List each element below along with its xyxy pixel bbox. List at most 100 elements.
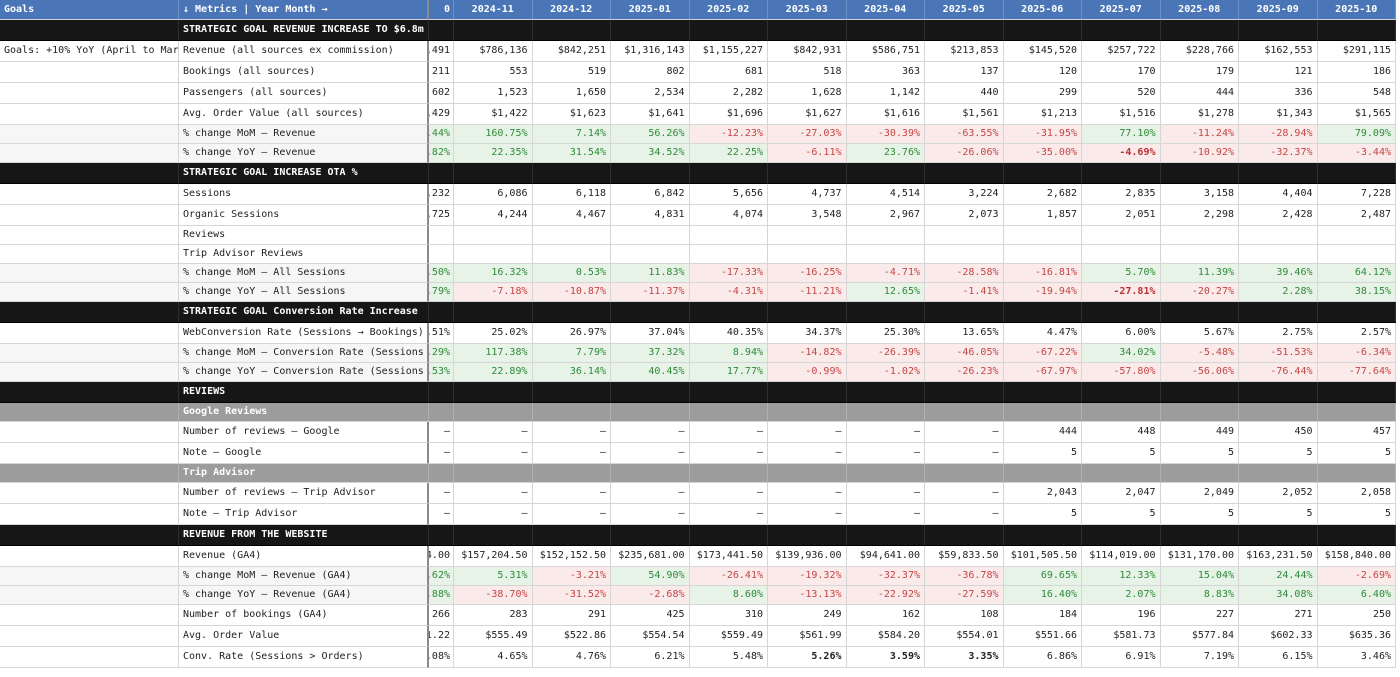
goal-cell[interactable] (0, 301, 179, 323)
goal-cell[interactable] (0, 61, 179, 83)
value-cell-2025-01[interactable]: 54.90% (611, 566, 690, 586)
partial-cell[interactable] (429, 381, 454, 403)
value-cell-2025-07[interactable] (1082, 244, 1161, 264)
value-cell-2025-09[interactable]: $163,231.50 (1239, 545, 1318, 567)
goal-cell[interactable] (0, 225, 179, 245)
value-cell-2025-05[interactable]: $554.01 (925, 625, 1004, 647)
value-cell-2025-10[interactable]: -3.44% (1317, 143, 1396, 163)
value-cell[interactable] (1239, 301, 1318, 323)
value-cell-2025-03[interactable]: -14.82% (768, 343, 847, 363)
subsection-title[interactable]: Google Reviews (179, 402, 429, 422)
value-cell-2025-05[interactable]: -1.41% (925, 282, 1004, 302)
value-cell-2025-05[interactable]: – (925, 442, 1004, 464)
value-cell-2025-04[interactable]: $1,616 (846, 103, 925, 125)
value-cell-2025-01[interactable]: $235,681.00 (611, 545, 690, 567)
partial-value-cell[interactable]: – (429, 503, 454, 525)
value-cell-2025-07[interactable]: 2,835 (1082, 183, 1161, 205)
value-cell-2025-05[interactable]: $59,833.50 (925, 545, 1004, 567)
subsection-title[interactable]: Trip Advisor (179, 463, 429, 483)
value-cell-2024-11[interactable]: 4.65% (454, 646, 533, 668)
goal-cell[interactable] (0, 625, 179, 647)
value-cell-2025-01[interactable]: 6.21% (611, 646, 690, 668)
value-cell[interactable] (1003, 463, 1082, 483)
header-month-2025-03[interactable]: 2025-03 (768, 0, 847, 20)
value-cell[interactable] (532, 402, 611, 422)
metric-label[interactable]: % change MoM – Revenue (179, 124, 429, 144)
value-cell[interactable] (1317, 20, 1396, 41)
value-cell-2025-02[interactable]: 5.48% (689, 646, 768, 668)
value-cell-2025-07[interactable]: 5 (1082, 503, 1161, 525)
value-cell-2024-12[interactable]: – (532, 442, 611, 464)
value-cell-2025-08[interactable]: 2,049 (1160, 482, 1239, 504)
value-cell-2025-06[interactable]: $551.66 (1003, 625, 1082, 647)
value-cell[interactable] (925, 301, 1004, 323)
value-cell-2025-08[interactable]: $1,278 (1160, 103, 1239, 125)
value-cell-2024-11[interactable]: – (454, 421, 533, 443)
value-cell-2025-07[interactable]: 34.02% (1082, 343, 1161, 363)
metric-label[interactable]: Revenue (GA4) (179, 545, 429, 567)
goal-cell[interactable] (0, 402, 179, 422)
value-cell-2025-05[interactable]: 2,073 (925, 204, 1004, 226)
value-cell-2025-10[interactable]: $1,565 (1317, 103, 1396, 125)
goal-cell[interactable] (0, 503, 179, 525)
goal-cell[interactable] (0, 482, 179, 504)
partial-value-cell[interactable]: .08% (429, 646, 454, 668)
value-cell-2025-04[interactable]: 25.30% (846, 322, 925, 344)
value-cell-2025-08[interactable]: 11.39% (1160, 263, 1239, 283)
header-month-2025-02[interactable]: 2025-02 (689, 0, 768, 20)
value-cell[interactable] (1082, 381, 1161, 403)
goal-cell[interactable] (0, 244, 179, 264)
value-cell-2025-09[interactable]: -51.53% (1239, 343, 1318, 363)
value-cell-2024-11[interactable]: -38.70% (454, 585, 533, 605)
goal-cell[interactable] (0, 263, 179, 283)
value-cell[interactable] (846, 301, 925, 323)
goal-cell[interactable] (0, 103, 179, 125)
partial-value-cell[interactable]: – (429, 442, 454, 464)
partial-cell[interactable] (429, 402, 454, 422)
value-cell-2025-10[interactable]: 2,058 (1317, 482, 1396, 504)
value-cell-2024-11[interactable]: $157,204.50 (454, 545, 533, 567)
value-cell-2025-04[interactable]: -22.92% (846, 585, 925, 605)
value-cell[interactable] (925, 162, 1004, 184)
value-cell[interactable] (1160, 463, 1239, 483)
value-cell[interactable] (689, 524, 768, 546)
value-cell-2025-10[interactable]: -2.69% (1317, 566, 1396, 586)
value-cell-2024-11[interactable]: $555.49 (454, 625, 533, 647)
value-cell[interactable] (1003, 162, 1082, 184)
value-cell[interactable] (532, 162, 611, 184)
value-cell-2025-10[interactable]: 250 (1317, 604, 1396, 626)
goal-cell[interactable]: Goals: +10% YoY (April to March) (0, 40, 179, 62)
value-cell[interactable] (1082, 162, 1161, 184)
value-cell-2024-11[interactable]: – (454, 503, 533, 525)
value-cell-2025-05[interactable]: -26.06% (925, 143, 1004, 163)
value-cell-2025-09[interactable]: 39.46% (1239, 263, 1318, 283)
value-cell-2025-02[interactable]: 17.77% (689, 362, 768, 382)
value-cell-2024-12[interactable]: -31.52% (532, 585, 611, 605)
value-cell-2025-06[interactable]: 2,043 (1003, 482, 1082, 504)
value-cell-2025-03[interactable]: 518 (768, 61, 847, 83)
value-cell-2025-04[interactable]: 162 (846, 604, 925, 626)
metric-label[interactable]: Reviews (179, 225, 429, 245)
value-cell[interactable] (1160, 381, 1239, 403)
value-cell-2025-07[interactable]: 170 (1082, 61, 1161, 83)
value-cell-2025-07[interactable]: -4.69% (1082, 143, 1161, 163)
value-cell-2025-01[interactable]: 6,842 (611, 183, 690, 205)
metric-label[interactable]: WebConversion Rate (Sessions → Bookings) (179, 322, 429, 344)
metric-label[interactable]: Note – Trip Advisor (179, 503, 429, 525)
value-cell-2025-09[interactable]: 450 (1239, 421, 1318, 443)
value-cell-2024-11[interactable]: 16.32% (454, 263, 533, 283)
value-cell-2025-08[interactable]: 179 (1160, 61, 1239, 83)
value-cell-2025-01[interactable]: 37.04% (611, 322, 690, 344)
value-cell-2025-07[interactable]: 77.10% (1082, 124, 1161, 144)
value-cell[interactable] (1082, 524, 1161, 546)
value-cell-2025-07[interactable]: 448 (1082, 421, 1161, 443)
value-cell-2025-06[interactable]: 184 (1003, 604, 1082, 626)
value-cell[interactable] (532, 463, 611, 483)
value-cell-2025-09[interactable]: 121 (1239, 61, 1318, 83)
value-cell-2025-10[interactable]: 6.40% (1317, 585, 1396, 605)
value-cell-2025-06[interactable]: 16.40% (1003, 585, 1082, 605)
value-cell-2025-01[interactable]: 802 (611, 61, 690, 83)
partial-value-cell[interactable] (429, 225, 454, 245)
value-cell-2024-11[interactable]: -7.18% (454, 282, 533, 302)
value-cell[interactable] (611, 20, 690, 41)
